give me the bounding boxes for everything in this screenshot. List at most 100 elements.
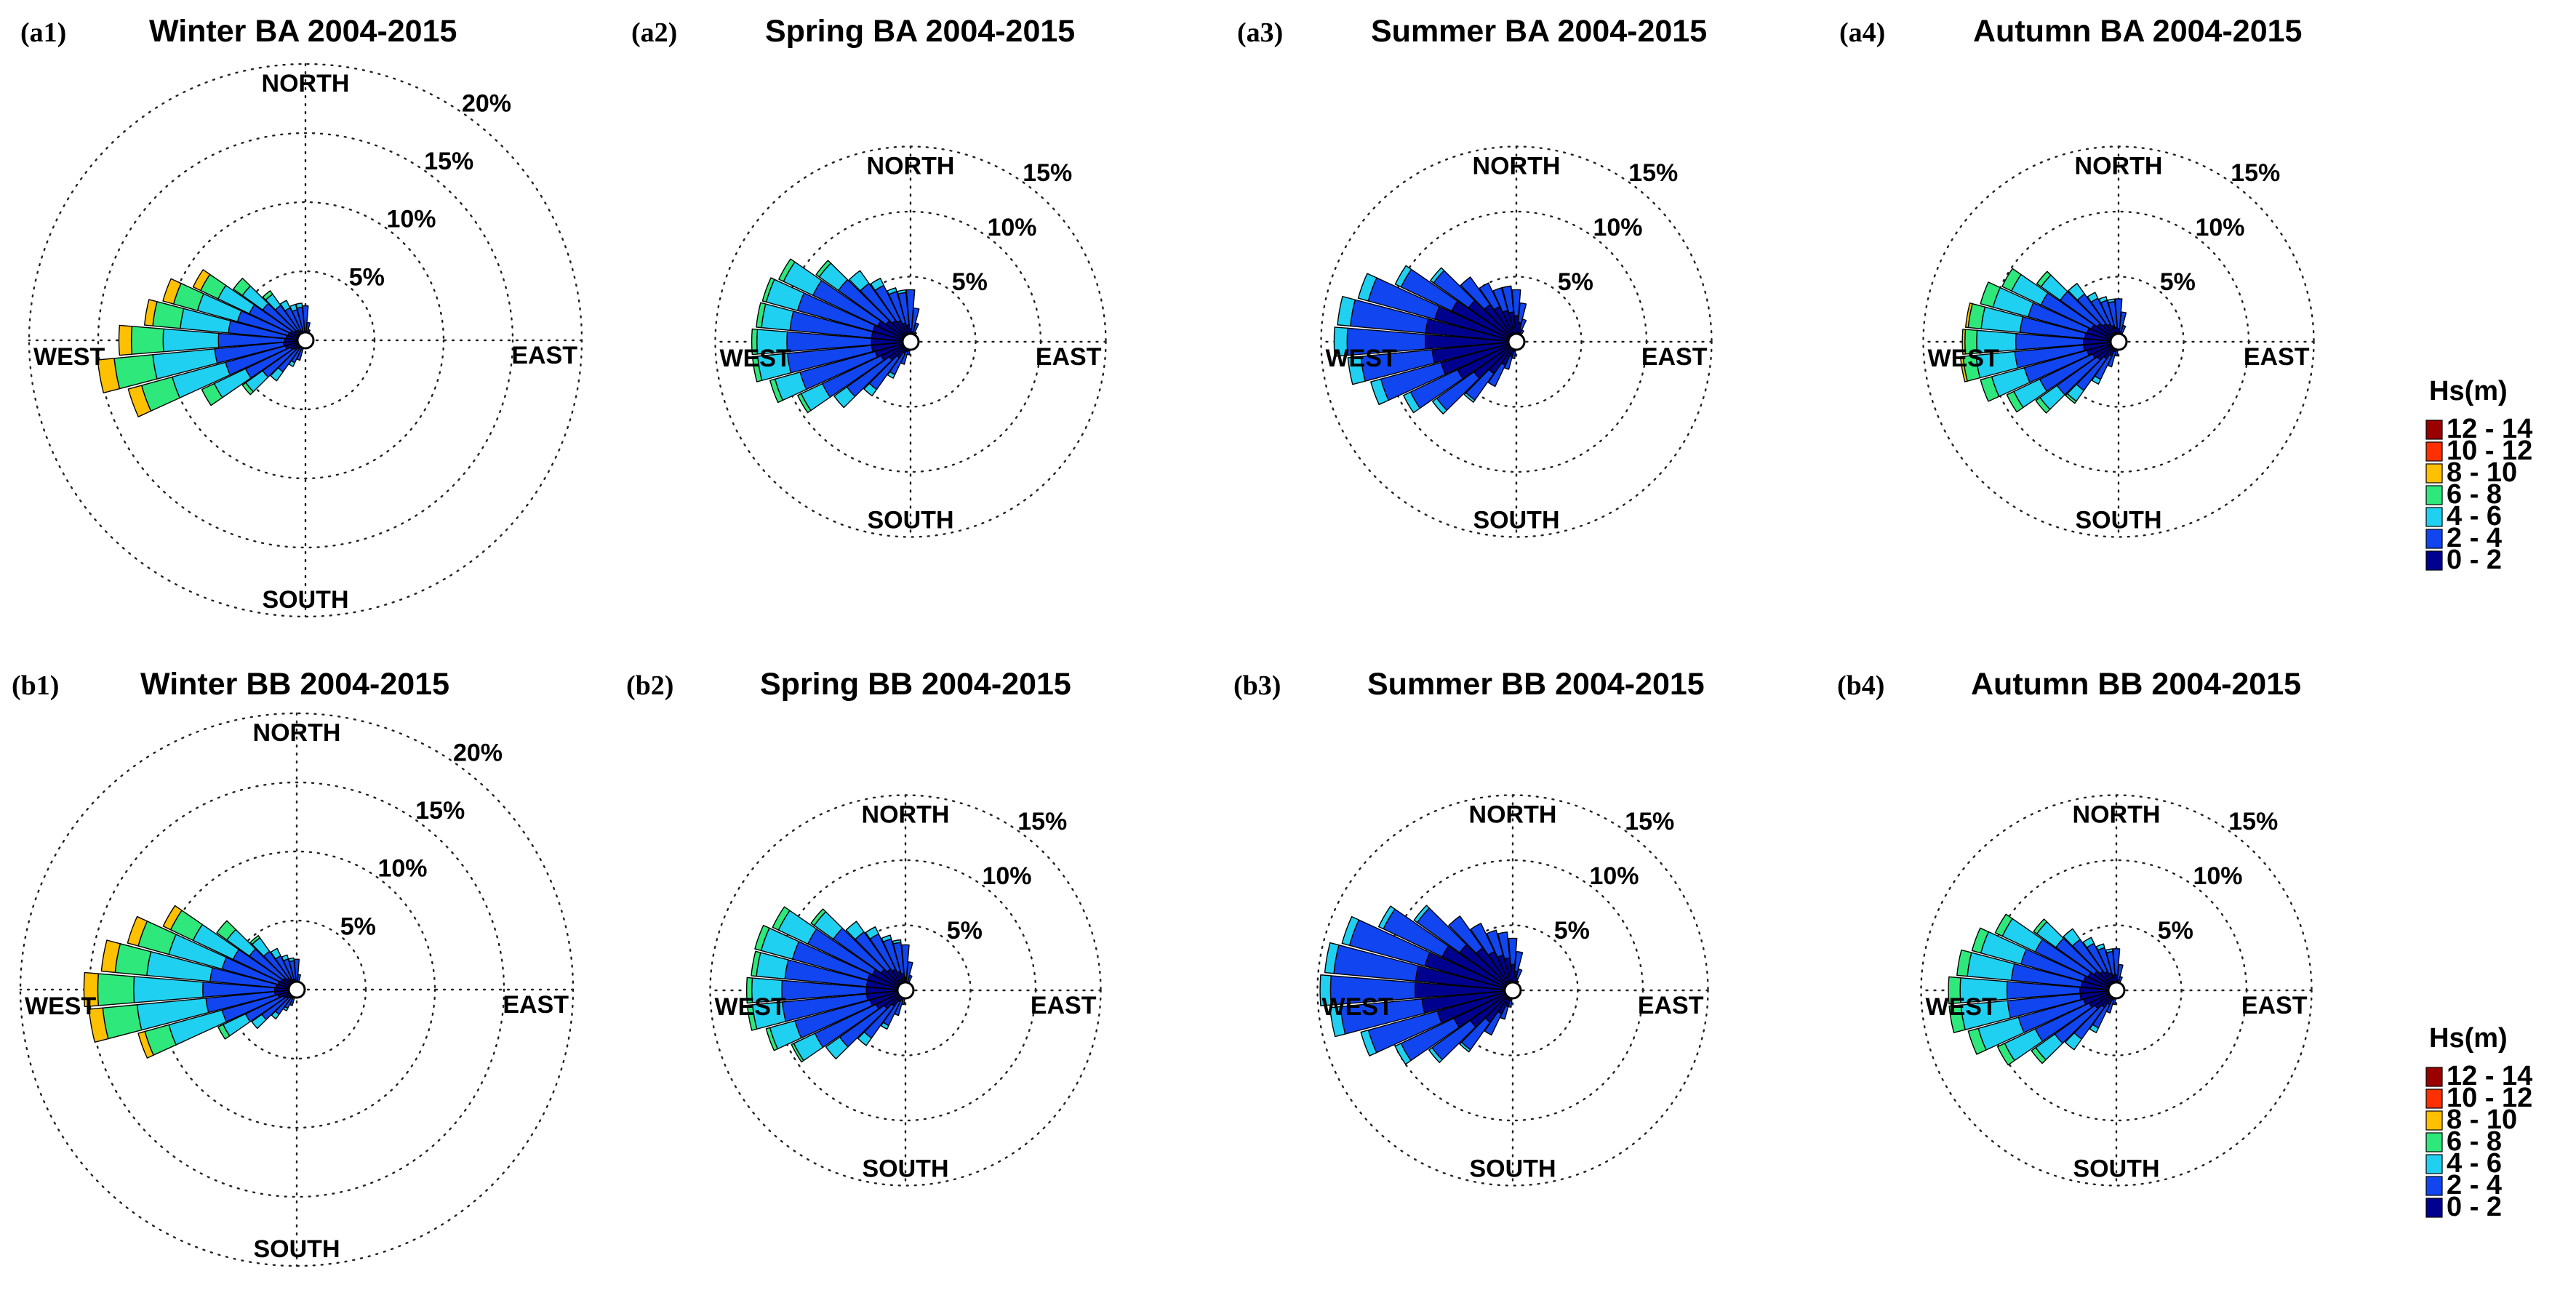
wedge-dir-300-hs-8-10 <box>192 269 211 292</box>
wedge-dir-10-hs-2-4 <box>2116 963 2124 981</box>
wedge-dir-310-hs-4-6 <box>1430 267 1445 284</box>
panel-title: Autumn BB 2004-2015 <box>1971 667 2301 702</box>
wedge-dir-10-hs-2-4 <box>1517 302 1527 324</box>
wedge-dir-240-hs-4-6 <box>1394 1043 1412 1065</box>
wedge-dir-270-hs-8-10 <box>1961 329 1967 355</box>
windrose-panel-a3: 5%10% 15% NORTH SOUTH WEST EAST (a3) Summer BA … <box>1237 14 1713 538</box>
direction-label-south: SOUTH <box>263 586 349 614</box>
wedge-dir-10-hs-2-4 <box>1513 950 1524 972</box>
legend-swatch-12-14 <box>2425 1067 2443 1087</box>
grid-ring-5 <box>2050 924 2183 1057</box>
direction-label-south: SOUTH <box>1470 1155 1556 1183</box>
wedge-dir-300-hs-4-6 <box>1377 905 1396 930</box>
wedge-dir-230-hs-4-6 <box>825 1036 849 1059</box>
wedge-dir-10-hs-2-4 <box>911 307 920 332</box>
wedge-dir-310-hs-6-8 <box>2033 918 2048 934</box>
ring-label-15: 15% <box>415 797 465 825</box>
wedge-dir-240-hs-6-8 <box>1996 1043 2015 1066</box>
legend-entry-2-4: 2 - 4 <box>2447 1170 2502 1200</box>
wedge-dir-310-hs-4-6 <box>1413 905 1430 923</box>
wedge-dir-240-hs-6-8 <box>791 1043 804 1063</box>
direction-label-west: WEST <box>1928 345 1999 372</box>
direction-label-north: NORTH <box>2073 801 2161 829</box>
windrose-panel-a2: 5% 10% 15% NORTH SOUTH WEST EAST (a2) Spring BA … <box>631 14 1107 538</box>
panel-label: (b1) <box>12 670 59 701</box>
legend-entry-6-8: 6 - 8 <box>2447 1126 2502 1157</box>
center-marker <box>2109 332 2128 351</box>
legend-entry-2-4: 2 - 4 <box>2447 523 2502 553</box>
wedge-dir-0-hs-2-4 <box>1508 937 1518 966</box>
wedge-dir-250-hs-6-8 <box>1967 1027 1987 1055</box>
grid-ring-20 <box>19 712 575 1267</box>
wedge-dir-320-hs-4-6 <box>845 921 865 940</box>
ring-label-15: 15% <box>1023 159 1072 187</box>
wedge-dir-310-hs-6-8 <box>2036 270 2052 288</box>
direction-label-north: NORTH <box>1469 801 1557 829</box>
panel-label: (a3) <box>1237 17 1283 48</box>
direction-label-south: SOUTH <box>2073 1155 2160 1183</box>
wedge-dir-220-hs-6-8 <box>2065 393 2077 404</box>
wedge-dir-10-hs-2-4 <box>2119 311 2127 332</box>
ring-label-10: 10% <box>386 206 436 233</box>
wedge-dir-250-hs-8-10 <box>137 1030 154 1059</box>
ring-label-20: 20% <box>462 89 511 117</box>
ring-label-10: 10% <box>377 855 427 883</box>
wedge-dir-290-hs-6-8 <box>754 924 770 952</box>
wedge-dir-330-hs-4-6 <box>870 277 884 291</box>
wedge-dir-20-hs-2-4 <box>1516 968 1523 979</box>
legend-entry-8-10: 8 - 10 <box>2447 1104 2517 1135</box>
wedge-dir-320-hs-4-6 <box>849 270 870 292</box>
wedge-dir-350-hs-4-6 <box>892 939 902 945</box>
wedge-dir-300-hs-6-8 <box>778 258 796 282</box>
panel-label: (b4) <box>1837 670 1884 701</box>
wedge-dir-270-hs-6-8 <box>97 973 135 1006</box>
wedge-dir-290-hs-6-8 <box>1971 927 1989 954</box>
wedge-dir-330-hs-4-6 <box>279 300 291 312</box>
direction-label-south: SOUTH <box>868 507 954 534</box>
panel-label: (b2) <box>626 670 673 701</box>
windrose-panel-b2: 5% 10% 15% NORTH SOUTH WEST EAST (b2) Spring BB … <box>626 667 1102 1187</box>
direction-label-west: WEST <box>1326 345 1397 372</box>
wedge-dir-340-hs-4-6 <box>2098 296 2108 303</box>
grid-ring-15 <box>1316 794 1709 1187</box>
wedge-dir-310-hs-6-8 <box>233 277 251 297</box>
wedge-dir-320-hs-6-8 <box>249 934 261 945</box>
legend-swatch-8-10 <box>2425 463 2443 484</box>
direction-label-north: NORTH <box>1473 153 1561 180</box>
legend-title: Hs(m) <box>2429 376 2508 406</box>
direction-label-west: WEST <box>33 343 105 371</box>
wedge-dir-310-hs-6-8 <box>810 908 827 926</box>
wedge-dir-340-hs-4-6 <box>2095 943 2105 951</box>
legend-swatch-6-8 <box>2425 485 2443 505</box>
wedge-dir-280-hs-6-8 <box>756 302 767 329</box>
grid-ring-15 <box>1320 145 1713 538</box>
legend-title: Hs(m) <box>2429 1023 2508 1054</box>
wedge-dir-280-hs-4-6 <box>1337 296 1356 327</box>
direction-label-west: WEST <box>1926 993 1997 1021</box>
ring-label-10: 10% <box>987 214 1036 241</box>
wedge-dir-290-hs-6-8 <box>761 277 775 303</box>
wedge-dir-220-hs-4-6 <box>1459 1041 1471 1053</box>
wedge-dir-270-hs-4-6 <box>1333 326 1348 357</box>
grid-ring-5 <box>839 924 972 1057</box>
wedge-dir-340-hs-2-4 <box>1492 287 1508 313</box>
wedge-dir-260-hs-8-10 <box>97 358 121 394</box>
windrose-panel-a4: 5% 10% 15% NORTH SOUTH WEST EAST (a4) Autumn BA … <box>1839 14 2315 538</box>
ring-label-5: 5% <box>2158 917 2193 945</box>
ring-label-5: 5% <box>947 917 983 945</box>
wedge-dir-260-hs-6-8 <box>746 1004 758 1031</box>
legend-entry-4-6: 4 - 6 <box>2447 1148 2502 1179</box>
center-marker <box>896 981 915 1000</box>
ring-label-15: 15% <box>2231 159 2280 187</box>
wedge-dir-240-hs-6-8 <box>217 1024 231 1040</box>
wedge-dir-300-hs-6-8 <box>772 906 791 931</box>
wedge-dir-220-hs-4-6 <box>270 367 284 382</box>
wedge-dir-350-hs-4-6 <box>897 289 907 294</box>
direction-label-east: EAST <box>1638 992 1704 1019</box>
panel-label: (a2) <box>631 17 677 48</box>
grid-ring-5 <box>2052 276 2185 408</box>
wedge-dir-230-hs-6-8 <box>241 382 254 396</box>
wedge-dir-300-hs-8-10 <box>162 905 183 931</box>
